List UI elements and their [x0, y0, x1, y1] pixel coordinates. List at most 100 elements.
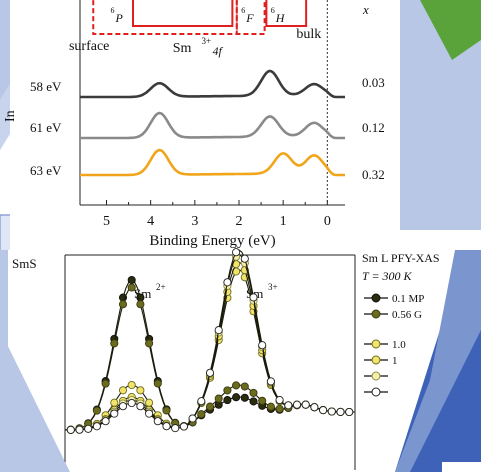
curve-58ev: [80, 69, 345, 99]
xas-point: [110, 398, 119, 407]
xas-point: [301, 400, 310, 409]
xas-point: [232, 393, 241, 402]
xas-point: [66, 425, 75, 434]
energy-label: 58 eV: [30, 79, 62, 94]
xas-point: [84, 424, 93, 433]
xas-point: [110, 339, 119, 348]
hex-edge-left-slant: [0, 330, 70, 472]
6F-box: [235, 0, 266, 35]
legend-label: 1: [392, 355, 398, 367]
legend-label: 1.0: [392, 339, 406, 351]
xas-point: [127, 275, 136, 285]
x-value-label: 0.12: [362, 120, 385, 135]
xas-point: [232, 248, 241, 257]
xas-point: [240, 254, 249, 263]
legend-label: 0.1 MP: [392, 293, 424, 305]
xas-point: [240, 382, 249, 391]
top-y-axis-label: In: [3, 110, 18, 122]
xas-point: [292, 400, 302, 409]
xas-point: [145, 398, 154, 407]
xas-point: [345, 407, 354, 417]
hex-corner-white: [442, 462, 481, 472]
sm3-label: Sm: [173, 41, 192, 56]
xas-point: [92, 406, 101, 415]
xas-point: [118, 402, 128, 411]
xas-point: [205, 368, 215, 377]
legend-marker: [371, 293, 381, 303]
green-accent: [420, 0, 481, 60]
top-x-tick-label: 3: [191, 214, 198, 229]
legend-marker: [371, 371, 381, 381]
temperature-label: T = 300 K: [362, 269, 413, 283]
legend-marker: [371, 387, 381, 397]
hex-right-top: [400, 0, 481, 230]
xas-point: [145, 339, 154, 348]
energy-label: 61 eV: [30, 120, 62, 135]
xas-point: [118, 300, 128, 309]
xas-point: [127, 398, 136, 408]
top-x-tick-label: 5: [103, 214, 110, 229]
6F-label: F: [245, 11, 254, 25]
xas-point: [171, 424, 180, 433]
xas-point: [153, 417, 162, 426]
top-x-axis-label: Binding Energy (eV): [149, 233, 275, 249]
xas-point: [240, 393, 249, 402]
xas-point: [110, 409, 119, 418]
x-column-label: x: [362, 2, 369, 17]
xas-point: [101, 417, 110, 426]
x-value-label: 0.03: [362, 75, 385, 90]
xas-point: [153, 379, 162, 388]
xas-point: [275, 404, 284, 413]
xas-point: [197, 397, 206, 406]
energy-label: 63 eV: [30, 163, 62, 178]
xas-point: [249, 397, 258, 406]
xas-point: [188, 414, 197, 423]
xas-point: [162, 422, 171, 431]
top-x-tick-label: 2: [236, 214, 243, 229]
top-figure-bg: [10, 0, 398, 250]
xas-point: [223, 278, 232, 287]
xas-point: [179, 422, 188, 431]
xas-point: [162, 406, 171, 415]
xas-point: [258, 396, 267, 405]
xas-point: [145, 409, 154, 418]
xas-point: [249, 293, 258, 302]
xas-point: [101, 379, 110, 388]
xas-point: [223, 396, 232, 405]
xas-point: [197, 410, 206, 419]
curve-61ev: [80, 111, 345, 140]
xas-point: [127, 380, 136, 390]
6H-sup: 6: [271, 6, 275, 15]
legend-marker: [371, 339, 381, 349]
6F-sup: 6: [241, 6, 245, 15]
xas-point: [214, 394, 223, 403]
6P-label: P: [115, 11, 124, 25]
top-x-tick-label: 0: [324, 214, 331, 229]
surface-label: surface: [69, 39, 109, 54]
xas-point: [136, 386, 145, 395]
sample-label: SmS: [12, 256, 37, 271]
sm2-sup: 2+: [156, 282, 166, 292]
xas-point: [310, 403, 319, 412]
xas-point: [223, 386, 232, 395]
surface-multiplet-box: [92, 0, 238, 35]
legend-marker: [371, 355, 381, 365]
xas-point: [75, 425, 84, 434]
legend-marker: [371, 309, 381, 319]
sm3-sup-b: 3+: [268, 282, 278, 292]
xas-point: [266, 402, 275, 411]
6H-box: [265, 0, 308, 27]
xas-point: [232, 381, 241, 390]
6H-label: H: [275, 11, 286, 25]
xas-point: [214, 326, 223, 335]
xas-point: [205, 402, 215, 411]
bulk-label: bulk: [296, 27, 321, 42]
legend-label: 0.56 G: [392, 309, 422, 321]
curve-63ev: [80, 148, 345, 177]
xas-point: [136, 300, 145, 309]
sm3-sup: 3+: [201, 36, 211, 46]
xas-point: [92, 422, 101, 431]
